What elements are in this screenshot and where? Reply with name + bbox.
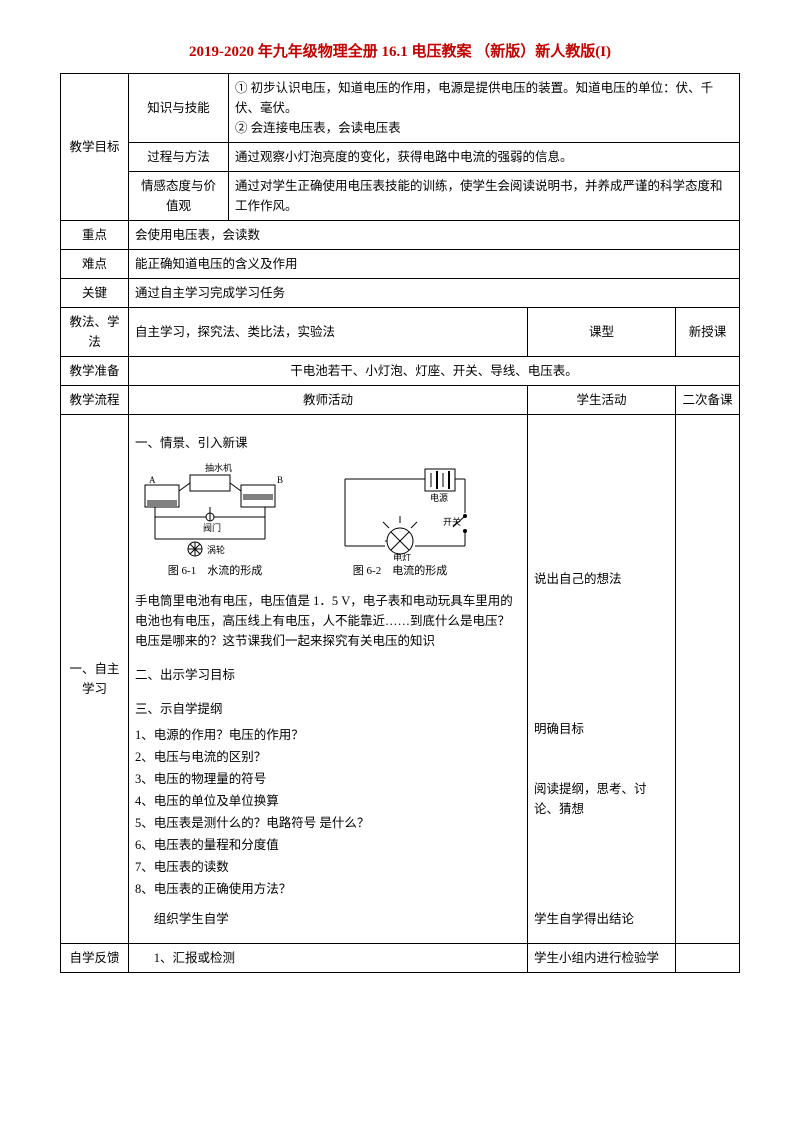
figure-2-caption: 图 6-2 电流的形成 [325,563,475,581]
class-type-value: 新授课 [676,308,740,357]
feedback-teacher-text: 1、汇报或检测 [135,951,235,965]
attitude-text: 通过对学生正确使用电压表技能的训练，使学生会阅读说明书，并养成严谨的科学态度和工… [229,172,740,221]
knowledge-line-2: ② 会连接电压表，会读电压表 [235,118,733,138]
lamp-label: 电灯 [393,552,411,561]
svg-text:B: B [277,475,283,485]
secondary-prep-label: 二次备课 [676,386,740,415]
current-flow-diagram: 电源 开关 [325,461,475,581]
outline-q8: 8、电压表的正确使用方法？ [135,879,521,899]
figure-1-caption: 图 6-1 水流的形成 [135,563,295,581]
switch-label: 开关 [443,516,461,527]
teacher-activity-label: 教师活动 [129,386,528,415]
process-text: 通过观察小灯泡亮度的变化，获得电路中电流的强弱的信息。 [229,143,740,172]
prep-text: 干电池若干、小灯泡、灯座、开关、导线、电压表。 [129,357,740,386]
intro-heading: 一、情景、引入新课 [135,433,521,453]
outline-q2: 2、电压与电流的区别？ [135,747,521,767]
prep-label: 教学准备 [61,357,129,386]
organize-text: 组织学生自学 [135,909,521,929]
secondary-prep-cell [676,415,740,944]
battery-label: 电源 [430,492,448,503]
method-text: 自主学习，探究法、类比法，实验法 [129,308,528,357]
process-label: 过程与方法 [129,143,229,172]
water-flow-diagram: 抽水机 A B [135,461,295,581]
table-row: 情感态度与价值观 通过对学生正确使用电压表技能的训练，使学生会阅读说明书，并养成… [61,172,740,221]
svg-text:A: A [149,475,156,485]
table-row: 重点 会使用电压表，会读数 [61,221,740,250]
student-step-4: 学生自学得出结论 [534,909,669,929]
knowledge-text: ① 初步认识电压，知道电压的作用，电源是提供电压的装置。知道电压的单位：伏、千伏… [229,74,740,143]
table-row: 教法、学法 自主学习，探究法、类比法，实验法 课型 新授课 [61,308,740,357]
table-row: 教学流程 教师活动 学生活动 二次备课 [61,386,740,415]
outline-q4: 4、电压的单位及单位换算 [135,791,521,811]
method-label: 教法、学法 [61,308,129,357]
outline-q1: 1、电源的作用？电压的作用？ [135,725,521,745]
difficulty-text: 能正确知道电压的含义及作用 [129,250,740,279]
feedback-label: 自学反馈 [61,943,129,972]
attitude-label: 情感态度与价值观 [129,172,229,221]
difficulty-label: 难点 [61,250,129,279]
table-row: 教学准备 干电池若干、小灯泡、灯座、开关、导线、电压表。 [61,357,740,386]
goal-label: 教学目标 [61,74,129,221]
page-title: 2019-2020 年九年级物理全册 16.1 电压教案 （新版）新人教版(I) [60,40,740,61]
flow-label: 教学流程 [61,386,129,415]
outline-q3: 3、电压的物理量的符号 [135,769,521,789]
student-step-3: 阅读提纲，思考、讨论、猜想 [534,779,669,819]
diagram-row: 抽水机 A B [135,461,521,581]
student-activity-content: 说出自己的想法 明确目标 阅读提纲，思考、讨论、猜想 学生自学得出结论 [528,415,676,944]
class-type-label: 课型 [528,308,676,357]
turbine-label: 涡轮 [207,544,225,555]
table-row: 过程与方法 通过观察小灯泡亮度的变化，获得电路中电流的强弱的信息。 [61,143,740,172]
feedback-secondary [676,943,740,972]
lesson-plan-table: 教学目标 知识与技能 ① 初步认识电压，知道电压的作用，电源是提供电压的装置。知… [60,73,740,973]
student-activity-label: 学生活动 [528,386,676,415]
feedback-student: 学生小组内进行检验学 [528,943,676,972]
outline-q7: 7、电压表的读数 [135,857,521,877]
key-label: 关键 [61,279,129,308]
show-goal-heading: 二、出示学习目标 [135,665,521,685]
key-text: 通过自主学习完成学习任务 [129,279,740,308]
intro-paragraph: 手电筒里电池有电压，电压值是 1．5 V，电子表和电动玩具车里用的电池也有电压，… [135,591,521,651]
knowledge-line-1: ① 初步认识电压，知道电压的作用，电源是提供电压的装置。知道电压的单位：伏、千伏… [235,78,733,118]
outline-q5: 5、电压表是测什么的？电路符号 是什么？ [135,813,521,833]
feedback-teacher: 1、汇报或检测 [129,943,528,972]
table-row: 自学反馈 1、汇报或检测 学生小组内进行检验学 [61,943,740,972]
keypoint-text: 会使用电压表，会读数 [129,221,740,250]
outline-q6: 6、电压表的量程和分度值 [135,835,521,855]
table-row: 一、自主学习 一、情景、引入新课 抽水机 A [61,415,740,944]
self-study-label: 一、自主学习 [61,415,129,944]
keypoint-label: 重点 [61,221,129,250]
table-row: 难点 能正确知道电压的含义及作用 [61,250,740,279]
student-step-1: 说出自己的想法 [534,569,669,589]
valve-label: 阀门 [203,522,221,533]
outline-heading: 三、示自学提纲 [135,699,521,719]
teacher-activity-content: 一、情景、引入新课 抽水机 A [129,415,528,944]
student-step-2: 明确目标 [534,719,669,739]
pump-label: 抽水机 [205,462,232,473]
table-row: 教学目标 知识与技能 ① 初步认识电压，知道电压的作用，电源是提供电压的装置。知… [61,74,740,143]
knowledge-label: 知识与技能 [129,74,229,143]
table-row: 关键 通过自主学习完成学习任务 [61,279,740,308]
